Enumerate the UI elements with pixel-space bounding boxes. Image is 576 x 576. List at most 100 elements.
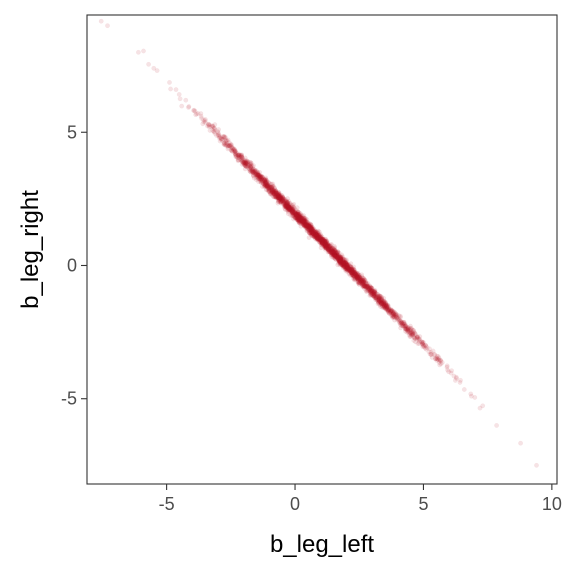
data-point — [242, 166, 248, 172]
data-point — [338, 256, 344, 262]
data-point — [278, 195, 284, 201]
data-point — [371, 290, 377, 296]
data-point — [358, 279, 364, 285]
data-point — [229, 147, 235, 153]
data-point — [262, 179, 268, 185]
data-point — [376, 293, 382, 299]
data-point — [268, 184, 274, 190]
data-point — [320, 237, 326, 243]
data-point — [250, 173, 256, 179]
data-point — [385, 307, 391, 313]
data-point — [294, 211, 300, 217]
data-point — [264, 183, 270, 189]
data-point — [326, 243, 332, 249]
x-tick-label: 0 — [290, 494, 300, 514]
data-point — [338, 257, 344, 263]
data-point — [405, 329, 411, 335]
data-point — [398, 323, 404, 328]
data-point — [403, 325, 409, 331]
data-point — [339, 260, 345, 266]
data-point — [252, 169, 258, 175]
data-point — [349, 269, 355, 275]
data-point — [376, 295, 382, 301]
data-point — [332, 252, 338, 258]
data-point — [378, 301, 384, 307]
data-point — [378, 298, 384, 303]
data-point — [286, 203, 292, 208]
data-point — [276, 197, 282, 203]
data-point — [409, 330, 415, 336]
data-point — [362, 284, 367, 289]
data-point — [386, 306, 392, 312]
data-point — [341, 260, 347, 266]
data-point — [348, 264, 354, 270]
data-point — [352, 274, 358, 280]
data-point — [206, 122, 211, 128]
data-point — [335, 255, 341, 261]
data-point — [253, 168, 258, 174]
data-point — [362, 283, 368, 289]
data-point — [324, 242, 329, 248]
data-point — [430, 348, 436, 354]
data-point — [313, 233, 318, 239]
data-point — [330, 251, 336, 257]
data-point — [334, 252, 340, 258]
data-point — [452, 377, 458, 383]
x-tick-label: -5 — [159, 494, 175, 514]
data-point — [332, 252, 338, 258]
data-point — [324, 244, 330, 250]
data-point — [201, 119, 207, 125]
data-point — [310, 231, 316, 237]
data-point — [258, 179, 264, 185]
data-point — [283, 202, 289, 208]
data-point — [281, 196, 286, 202]
data-point — [393, 313, 398, 319]
data-point — [342, 262, 348, 268]
data-point — [296, 212, 301, 217]
data-point — [315, 234, 321, 240]
data-point — [266, 185, 272, 191]
data-point — [332, 253, 338, 259]
data-point — [354, 273, 359, 279]
data-point — [349, 269, 354, 274]
data-point — [292, 206, 298, 212]
data-point — [306, 223, 312, 229]
data-point — [354, 274, 360, 280]
data-point — [326, 246, 331, 252]
data-point — [331, 252, 337, 258]
data-point — [318, 236, 323, 242]
data-point — [332, 244, 337, 249]
data-point — [258, 178, 263, 184]
data-point — [359, 280, 364, 286]
data-point — [376, 296, 382, 302]
data-point — [334, 250, 340, 256]
data-point — [337, 257, 342, 263]
data-point — [316, 237, 322, 243]
data-point — [295, 213, 301, 219]
data-point — [236, 151, 242, 157]
data-point — [335, 249, 341, 255]
data-point — [385, 304, 391, 310]
data-point — [389, 314, 395, 320]
data-point — [262, 177, 267, 183]
data-point — [457, 379, 463, 385]
data-point — [313, 232, 319, 238]
data-point — [381, 299, 387, 305]
data-point — [330, 250, 336, 255]
data-point — [319, 237, 325, 243]
data-point — [313, 232, 318, 238]
data-point — [303, 220, 309, 226]
data-point — [436, 357, 442, 363]
data-point — [355, 279, 361, 285]
data-point — [224, 140, 230, 146]
data-point — [319, 241, 325, 247]
data-point — [301, 220, 307, 226]
data-point — [304, 224, 310, 230]
data-point — [397, 319, 402, 325]
data-point — [288, 207, 294, 213]
data-point — [319, 238, 325, 244]
data-point — [251, 163, 256, 169]
data-point — [367, 287, 373, 293]
data-point — [301, 218, 307, 224]
